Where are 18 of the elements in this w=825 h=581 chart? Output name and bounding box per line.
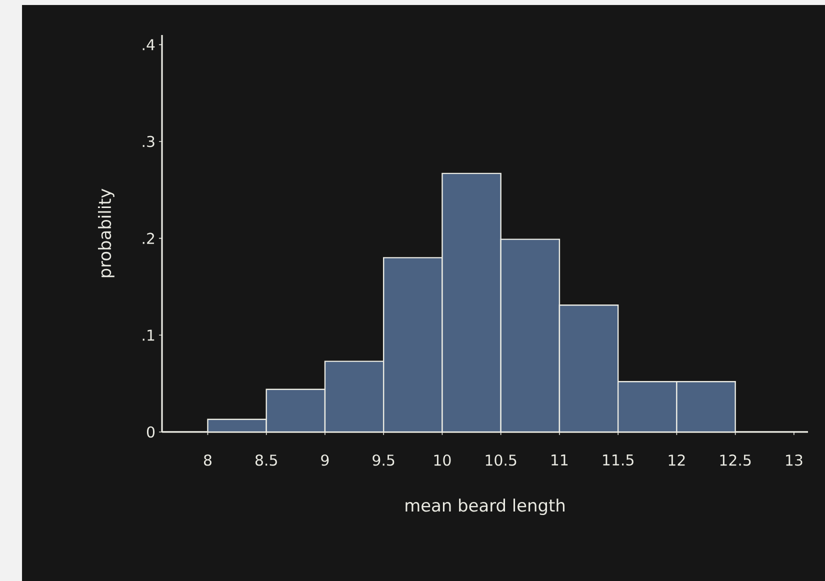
y-tick-label: 0 bbox=[146, 426, 155, 438]
x-tick-label: 8.5 bbox=[255, 454, 277, 466]
x-tick-label: 8 bbox=[204, 454, 212, 466]
x-tick-label: 10 bbox=[434, 454, 451, 466]
x-tick-label: 13 bbox=[786, 454, 802, 466]
x-tick-label: 11 bbox=[552, 454, 568, 466]
x-tick-label: 12 bbox=[668, 454, 685, 466]
x-axis-title: mean beard length bbox=[406, 498, 564, 516]
y-tick-label: .1 bbox=[142, 330, 154, 341]
y-tick-label: .4 bbox=[142, 39, 155, 50]
x-tick-label: 12.5 bbox=[720, 454, 751, 466]
x-tick-label: 9 bbox=[321, 454, 329, 466]
x-tick-label: 10.5 bbox=[486, 454, 516, 466]
y-tick-label: .3 bbox=[142, 136, 154, 148]
x-tick-label: 11.5 bbox=[603, 454, 634, 466]
x-tick-label: 9.5 bbox=[372, 454, 394, 466]
y-axis-title: probability bbox=[98, 188, 114, 278]
y-tick-label: .2 bbox=[142, 232, 154, 244]
